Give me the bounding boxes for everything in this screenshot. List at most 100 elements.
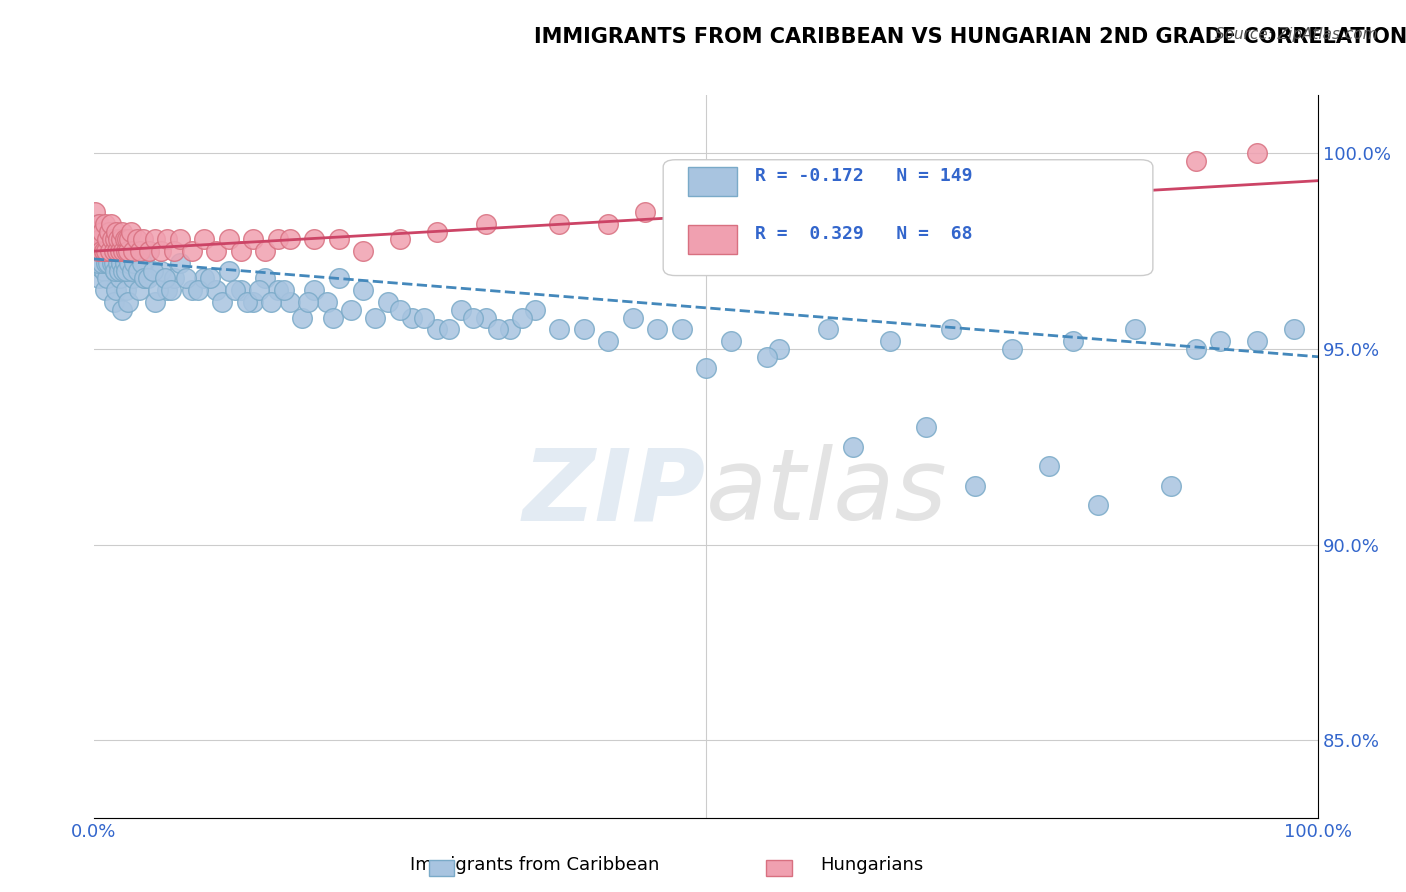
Point: [90, 244, 112, 259]
Point: [211, 295, 233, 310]
Point: [108, 263, 131, 277]
Point: [132, 263, 155, 277]
Point: [122, 271, 145, 285]
Point: [89, 232, 111, 246]
Point: [104, 283, 127, 297]
Point: [103, 295, 125, 310]
Point: [426, 225, 449, 239]
Point: [939, 322, 962, 336]
Point: [94, 283, 117, 297]
Point: [842, 205, 865, 219]
Point: [84, 225, 107, 239]
Point: [598, 217, 620, 231]
Point: [193, 271, 215, 285]
Point: [143, 295, 166, 310]
Point: [879, 334, 901, 348]
Point: [96, 232, 118, 246]
Point: [156, 283, 179, 297]
Text: Hungarians: Hungarians: [820, 856, 924, 874]
Point: [1246, 334, 1268, 348]
Point: [110, 244, 132, 259]
Point: [91, 225, 114, 239]
Point: [120, 225, 142, 239]
Point: [105, 244, 128, 259]
Point: [695, 361, 717, 376]
Point: [1282, 322, 1305, 336]
Point: [93, 244, 115, 259]
Point: [98, 252, 121, 266]
Text: R = -0.172   N = 149: R = -0.172 N = 149: [755, 168, 973, 186]
Point: [96, 271, 118, 285]
Point: [328, 271, 350, 285]
Text: Immigrants from Caribbean: Immigrants from Caribbean: [409, 856, 659, 874]
Point: [104, 225, 127, 239]
Point: [134, 271, 156, 285]
Point: [86, 225, 108, 239]
Point: [100, 244, 122, 259]
Point: [142, 263, 165, 277]
Point: [291, 310, 314, 325]
Point: [634, 205, 657, 219]
Point: [169, 256, 191, 270]
Point: [187, 283, 209, 297]
Point: [388, 302, 411, 317]
Text: atlas: atlas: [706, 444, 948, 541]
Point: [107, 256, 129, 270]
Point: [218, 232, 240, 246]
Point: [131, 256, 153, 270]
Point: [1184, 154, 1206, 169]
Point: [297, 295, 319, 310]
Point: [304, 232, 326, 246]
Point: [193, 232, 215, 246]
Point: [101, 232, 124, 246]
Point: [768, 342, 790, 356]
Point: [205, 283, 228, 297]
Point: [322, 310, 344, 325]
Point: [621, 310, 644, 325]
Point: [474, 310, 496, 325]
Point: [645, 322, 668, 336]
Point: [315, 295, 337, 310]
Point: [112, 244, 135, 259]
Point: [236, 295, 259, 310]
Point: [352, 244, 374, 259]
Point: [86, 244, 108, 259]
Point: [107, 232, 129, 246]
Point: [110, 232, 132, 246]
Point: [879, 186, 901, 200]
Point: [114, 232, 136, 246]
Point: [94, 217, 117, 231]
Point: [1001, 342, 1024, 356]
Point: [229, 244, 252, 259]
Point: [118, 256, 141, 270]
Point: [1123, 166, 1146, 180]
Point: [180, 244, 202, 259]
Point: [260, 295, 283, 310]
Point: [138, 244, 160, 259]
Point: [128, 283, 150, 297]
Point: [915, 420, 938, 434]
Point: [842, 440, 865, 454]
Point: [104, 232, 127, 246]
Point: [450, 302, 472, 317]
Point: [512, 310, 534, 325]
Text: R =  0.329   N =  68: R = 0.329 N = 68: [755, 226, 973, 244]
Point: [328, 232, 350, 246]
Point: [108, 244, 131, 259]
Point: [377, 295, 399, 310]
Point: [401, 310, 423, 325]
Point: [254, 271, 277, 285]
Point: [486, 322, 509, 336]
Point: [125, 232, 148, 246]
Point: [162, 244, 184, 259]
Point: [1209, 334, 1232, 348]
Point: [86, 217, 108, 231]
Point: [114, 244, 136, 259]
Point: [132, 232, 155, 246]
Point: [278, 295, 301, 310]
Point: [97, 225, 120, 239]
Point: [965, 479, 987, 493]
Point: [437, 322, 460, 336]
Point: [108, 271, 131, 285]
Point: [273, 283, 295, 297]
